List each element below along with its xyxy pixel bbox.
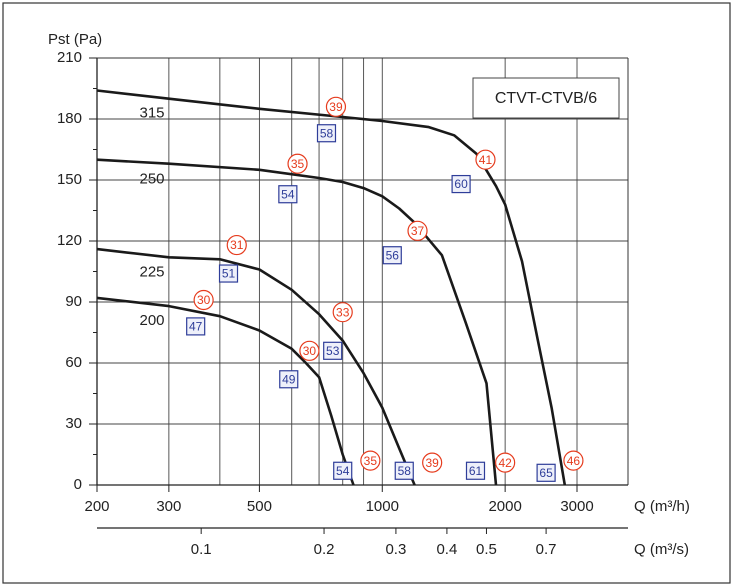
marker-label: 56 xyxy=(386,248,400,262)
x2-tick-label: 0.7 xyxy=(536,541,557,558)
x-tick-label: 3000 xyxy=(560,498,593,515)
curve-label: 315 xyxy=(139,105,164,122)
marker-label: 58 xyxy=(398,464,412,478)
x2-tick-label: 0.5 xyxy=(476,541,497,558)
marker-label: 39 xyxy=(329,100,343,114)
power-marker xyxy=(382,246,402,265)
y-tick-label: 120 xyxy=(57,232,82,249)
power-marker xyxy=(333,461,353,480)
noise-marker xyxy=(360,450,381,471)
x-tick-label: 1000 xyxy=(366,498,399,515)
x2-tick-label: 0.4 xyxy=(436,541,457,558)
marker-label: 41 xyxy=(479,153,493,167)
noise-marker xyxy=(287,153,308,174)
y-tick-label: 0 xyxy=(74,476,82,493)
curve-label: 250 xyxy=(139,171,164,188)
x-tick-label: 500 xyxy=(247,498,272,515)
noise-marker xyxy=(475,149,496,170)
power-marker xyxy=(394,461,414,480)
noise-marker xyxy=(193,289,214,311)
marker-label: 58 xyxy=(320,126,334,140)
model-box xyxy=(472,77,620,119)
x-tick-label: 2000 xyxy=(488,498,521,515)
marker-label: 30 xyxy=(197,293,211,307)
x2-axis-label: Q (m³/s) xyxy=(634,541,689,558)
model-label: CTVT-CTVB/6 xyxy=(495,90,597,107)
marker-label: 47 xyxy=(189,320,203,334)
x-axis-label: Q (m³/h) xyxy=(634,498,690,515)
y-tick-label: 180 xyxy=(57,110,82,127)
power-marker xyxy=(316,124,337,143)
y-tick-label: 210 xyxy=(57,49,82,66)
marker-label: 65 xyxy=(539,466,553,480)
power-marker xyxy=(186,317,206,336)
marker-label: 51 xyxy=(222,267,236,281)
marker-label: 60 xyxy=(454,177,468,191)
marker-label: 54 xyxy=(281,187,295,201)
noise-marker xyxy=(299,340,320,361)
marker-label: 42 xyxy=(498,456,512,470)
marker-label: 30 xyxy=(303,344,317,358)
y-tick-label: 90 xyxy=(65,293,82,310)
x2-tick-label: 0.3 xyxy=(385,541,406,558)
power-marker xyxy=(451,174,471,194)
curve-label: 225 xyxy=(139,263,164,280)
y-axis-label: Pst (Pa) xyxy=(48,31,102,48)
noise-marker xyxy=(325,96,347,117)
power-marker xyxy=(278,185,298,204)
noise-marker xyxy=(407,220,428,241)
marker-label: 35 xyxy=(291,157,305,171)
power-marker xyxy=(465,461,486,480)
noise-marker xyxy=(422,452,443,473)
curve xyxy=(96,296,355,486)
marker-label: 54 xyxy=(336,464,350,478)
power-marker xyxy=(536,463,556,482)
marker-label: 35 xyxy=(364,454,378,468)
power-marker xyxy=(323,341,343,360)
marker-label: 53 xyxy=(326,344,340,358)
y-tick-label: 30 xyxy=(65,415,82,432)
power-marker xyxy=(279,370,299,389)
marker-label: 46 xyxy=(567,454,581,468)
marker-label: 37 xyxy=(411,224,425,238)
curve xyxy=(96,158,498,486)
curve xyxy=(96,89,567,486)
noise-marker xyxy=(332,302,353,323)
noise-marker xyxy=(563,450,584,471)
marker-label: 49 xyxy=(282,372,296,386)
curve-label: 200 xyxy=(139,312,164,329)
marker-label: 61 xyxy=(469,464,483,478)
x-tick-label: 300 xyxy=(156,498,181,515)
marker-label: 39 xyxy=(425,456,439,470)
marker-label: 31 xyxy=(230,238,244,252)
power-marker xyxy=(218,264,239,283)
x2-tick-label: 0.1 xyxy=(191,541,212,558)
x2-tick-label: 0.2 xyxy=(314,541,335,558)
y-tick-label: 150 xyxy=(57,171,82,188)
noise-marker xyxy=(495,452,516,473)
noise-marker xyxy=(226,234,247,256)
curve xyxy=(96,247,416,486)
y-tick-label: 60 xyxy=(65,354,82,371)
marker-label: 33 xyxy=(336,305,350,319)
x-tick-label: 200 xyxy=(84,498,109,515)
